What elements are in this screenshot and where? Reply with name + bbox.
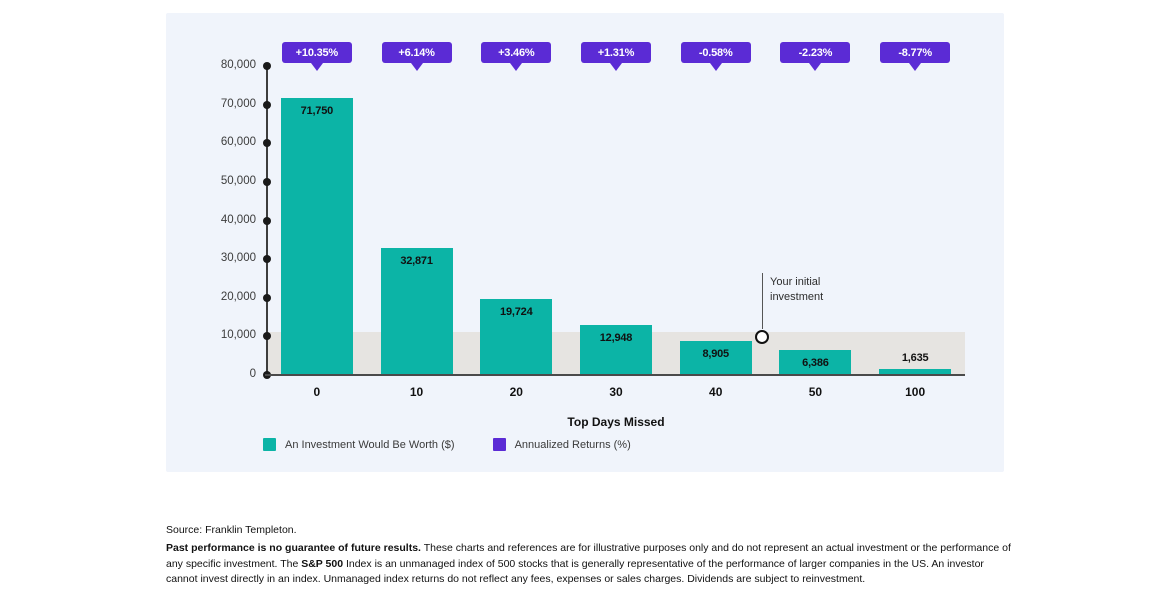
y-tick-label: 50,000 — [220, 174, 256, 187]
annualized-return-badge: +1.31% — [581, 42, 651, 63]
annualized-return-badge: -0.58% — [680, 42, 751, 63]
bar-value-label: 1,635 — [901, 351, 929, 364]
y-tick-label: 0 — [249, 368, 256, 380]
initial-investment-annotation: Your initial investment — [770, 276, 824, 303]
x-tick-label: 40 — [709, 385, 723, 399]
y-tick-dot — [263, 216, 271, 225]
annualized-return-badge: -8.77% — [880, 42, 951, 63]
badge-tail — [809, 63, 822, 71]
y-tick-dot — [263, 332, 271, 341]
annualized-return-value: +3.46% — [498, 46, 535, 59]
x-tick-label: 30 — [609, 385, 623, 399]
source-text: Source: Franklin Templeton. — [166, 524, 297, 536]
y-tick-dot — [263, 293, 271, 302]
chart-legend: An Investment Would Be Worth ($) Annualiz… — [263, 438, 631, 451]
annualized-return-badge: +6.14% — [381, 42, 452, 63]
disclaimer-text-2: Index is an unmanaged index of 500 stock… — [166, 557, 984, 586]
badge-tail — [709, 63, 722, 71]
x-axis-title: Top Days Missed — [567, 415, 665, 429]
y-tick-dot — [263, 139, 271, 148]
legend-label: Annualized Returns (%) — [514, 438, 631, 451]
y-tick-dot — [263, 177, 271, 186]
legend-swatch-icon — [492, 438, 506, 451]
badge-tail — [510, 63, 523, 71]
legend-swatch-icon — [263, 438, 276, 451]
y-tick-label: 70,000 — [220, 97, 256, 110]
annualized-return-badge: -2.23% — [780, 42, 851, 63]
investment-bar — [380, 248, 453, 375]
bar-value-label: 19,724 — [500, 305, 533, 318]
y-tick-label: 80,000 — [220, 59, 256, 71]
badge-tail — [410, 63, 423, 71]
chart-panel: 0 10,000 20,000 30,000 40,000 50,000 60,000 70,… — [166, 13, 1004, 472]
initial-investment-pointer-line — [761, 273, 763, 329]
y-tick-dot — [263, 255, 271, 264]
bar-value-label: 71,750 — [300, 104, 334, 117]
investment-bar — [480, 298, 553, 375]
disclaimer-text: Past performance is no guarantee of futu… — [166, 541, 1012, 588]
bar-value-label: 6,386 — [802, 357, 829, 370]
y-tick-dot — [263, 100, 271, 109]
footer: Source: Franklin Templeton. Past perform… — [166, 524, 1012, 588]
badge-tail — [909, 63, 922, 71]
bar-value-label: 32,871 — [400, 255, 433, 268]
annualized-return-value: +6.14% — [398, 46, 435, 59]
bar-value-label: 12,948 — [599, 331, 633, 344]
y-tick-label: 40,000 — [220, 213, 256, 226]
annualized-return-value: +10.35% — [295, 46, 339, 59]
investment-bar — [580, 324, 652, 375]
disclaimer-sp500-bold: S&P 500 — [301, 557, 344, 570]
x-tick-label: 100 — [905, 385, 926, 399]
legend-item: Annualized Returns (%) — [492, 438, 631, 451]
investment-bar — [679, 340, 752, 375]
annualized-return-badge: +3.46% — [481, 42, 552, 63]
x-tick-label: 50 — [808, 385, 823, 399]
y-tick-label: 30,000 — [220, 252, 256, 265]
initial-investment-marker-icon — [755, 330, 769, 344]
investment-bar — [280, 97, 353, 375]
x-tick-label: 0 — [313, 385, 321, 399]
disclaimer-bold-lead: Past performance is no guarantee of futu… — [166, 542, 421, 554]
bar-value-label: 8,905 — [702, 347, 729, 360]
annualized-return-badge: +10.35% — [281, 42, 352, 63]
investment-bar — [879, 368, 952, 375]
legend-label: An Investment Would Be Worth ($) — [285, 438, 455, 451]
y-tick-label: 10,000 — [220, 329, 256, 342]
y-tick-label: 20,000 — [220, 290, 256, 303]
badge-tail — [610, 63, 622, 71]
annualized-return-value: +1.31% — [597, 46, 635, 59]
disclaimer-text-1: These charts and references are for illu… — [166, 542, 1011, 570]
annualized-return-value: -8.77% — [898, 46, 932, 59]
x-axis-line — [265, 374, 965, 376]
annualized-return-value: -0.58% — [698, 46, 733, 59]
legend-item: An Investment Would Be Worth ($) — [263, 438, 455, 451]
badge-tail — [310, 63, 323, 71]
x-tick-label: 10 — [409, 385, 424, 399]
annualized-return-value: -2.23% — [798, 46, 833, 59]
investment-bar — [779, 350, 852, 375]
x-tick-label: 20 — [509, 385, 523, 399]
y-tick-dot — [263, 62, 271, 70]
y-tick-label: 60,000 — [220, 136, 256, 149]
